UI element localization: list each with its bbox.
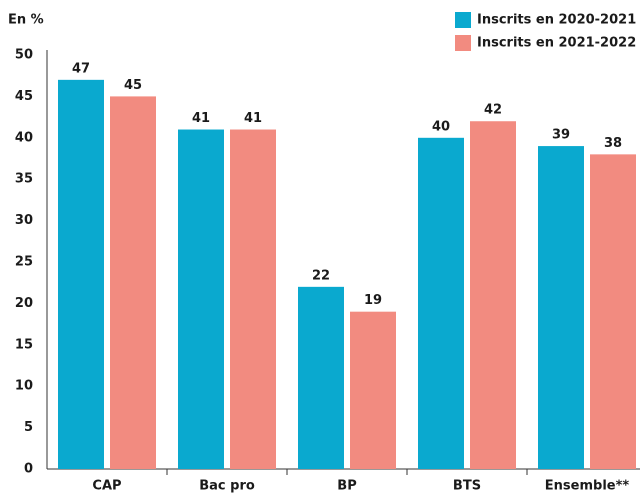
value-label: 39: [552, 128, 570, 143]
y-tick-label: 50: [15, 48, 33, 63]
value-label: 38: [604, 136, 622, 151]
y-tick-label: 25: [15, 255, 33, 270]
bar: [58, 79, 104, 469]
bar: [230, 129, 276, 469]
x-tick-label: CAP: [92, 479, 121, 494]
value-label: 22: [312, 268, 330, 283]
value-label: 41: [192, 111, 210, 126]
bar: [538, 146, 584, 469]
bar: [590, 154, 636, 470]
value-label: 40: [432, 119, 450, 134]
bar: [110, 96, 156, 470]
bar: [178, 129, 224, 469]
value-label: 47: [72, 61, 90, 76]
value-label: 45: [124, 78, 142, 93]
y-tick-label: 40: [15, 130, 33, 145]
legend-swatch: [455, 12, 471, 28]
x-tick-label: BP: [337, 479, 356, 494]
y-tick-label: 35: [15, 172, 33, 187]
x-tick-label: BTS: [453, 479, 481, 494]
y-tick-label: 5: [24, 420, 33, 435]
y-tick-label: 20: [15, 296, 33, 311]
value-label: 41: [244, 111, 262, 126]
bar: [418, 137, 464, 470]
bar: [350, 311, 396, 469]
value-label: 42: [484, 103, 502, 118]
y-tick-label: 15: [15, 337, 33, 352]
y-tick-label: 30: [15, 213, 33, 228]
y-tick-label: 0: [24, 462, 33, 477]
legend-swatch: [455, 35, 471, 51]
y-axis-label: En %: [8, 13, 44, 28]
value-label: 19: [364, 293, 382, 308]
legend-label: Inscrits en 2021-2022: [477, 36, 636, 51]
bar: [470, 121, 516, 470]
y-tick-label: 45: [15, 89, 33, 104]
legend-label: Inscrits en 2020-2021: [477, 13, 636, 28]
bar: [298, 286, 344, 469]
y-tick-label: 10: [15, 379, 33, 394]
x-tick-label: Bac pro: [199, 479, 255, 494]
x-tick-label: Ensemble**: [545, 479, 630, 494]
